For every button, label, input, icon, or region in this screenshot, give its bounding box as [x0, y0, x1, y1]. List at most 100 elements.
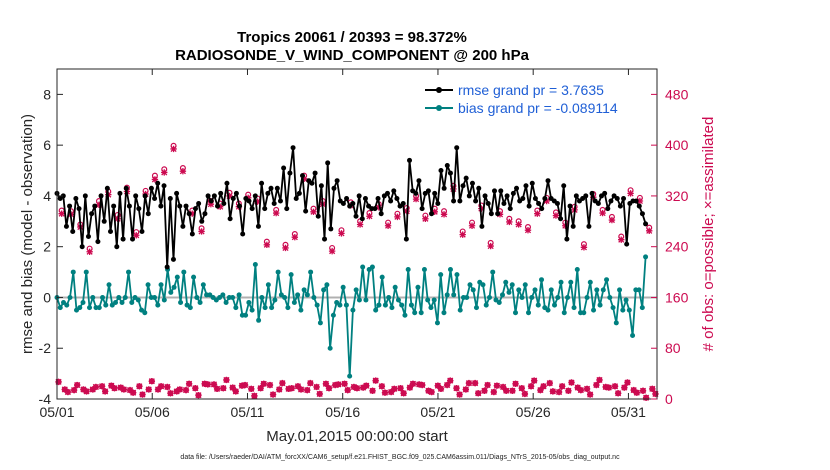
rmse-marker: [482, 193, 488, 199]
obs-assimilated-marker: [360, 384, 367, 391]
obs-assimilated-marker: [509, 387, 516, 394]
obs-assimilated-marker: [450, 185, 457, 193]
bias-marker: [252, 261, 258, 267]
obs-assimilated-marker: [434, 382, 442, 389]
bias-marker: [581, 310, 587, 316]
obs-assimilated-marker: [549, 388, 557, 395]
bias-marker: [408, 302, 414, 308]
obs-assimilated-marker: [652, 390, 659, 398]
obs-assimilated-marker: [406, 384, 414, 391]
rmse-marker: [429, 211, 435, 217]
obs-assimilated-marker: [241, 381, 249, 389]
rmse-marker: [542, 195, 548, 201]
rmse-marker: [70, 228, 76, 234]
obs-assimilated-marker: [627, 190, 634, 197]
rmse-marker: [284, 206, 290, 212]
obs-assimilated-marker: [288, 385, 295, 392]
chart-subtitle: RADIOSONDE_V_WIND_COMPONENT @ 200 hPa: [175, 47, 530, 64]
rmse-marker: [643, 221, 649, 227]
rmse-marker: [617, 203, 623, 209]
rmse-marker: [136, 206, 142, 212]
rmse-marker: [221, 201, 227, 207]
obs-assimilated-marker: [431, 208, 438, 215]
bias-marker: [288, 272, 294, 278]
rmse-marker: [460, 183, 466, 189]
rmse-marker: [463, 175, 469, 181]
obs-assimilated-marker: [428, 388, 435, 396]
rmse-marker: [589, 190, 595, 196]
bias-marker: [103, 302, 109, 308]
obs-assimilated-marker: [192, 385, 199, 392]
obs-assimilated-marker: [167, 390, 174, 397]
obs-assimilated-marker: [276, 386, 283, 393]
rmse-marker: [400, 201, 406, 207]
bias-marker: [197, 300, 203, 306]
bias-marker: [568, 279, 574, 285]
rmse-marker: [303, 208, 309, 214]
bias-marker: [70, 269, 76, 275]
rmse-marker: [362, 195, 368, 201]
bias-marker: [613, 320, 619, 326]
rmse-marker: [353, 213, 359, 219]
bias-marker: [191, 274, 197, 280]
obs-assimilated-marker: [534, 210, 541, 217]
rmse-marker: [98, 193, 104, 199]
obs-assimilated-marker: [611, 383, 619, 390]
series-marker-layer: [54, 145, 649, 379]
bias-marker: [506, 289, 512, 295]
obs-assimilated-marker: [552, 212, 560, 219]
rmse-marker: [476, 185, 482, 191]
obs-assimilated-marker: [531, 377, 538, 384]
bias-marker: [604, 277, 610, 283]
bias-marker: [529, 294, 535, 300]
obs-assimilated-marker: [260, 380, 267, 387]
obs-assimilated-marker: [86, 248, 93, 255]
rmse-marker: [561, 183, 567, 189]
obs-assimilated-marker: [80, 386, 87, 393]
rmse-marker: [205, 193, 211, 199]
bias-marker: [486, 294, 492, 300]
bias-marker: [57, 305, 63, 311]
obs-assimilated-marker: [409, 380, 417, 387]
x-tick-label: 05/06: [135, 404, 170, 420]
rmse-marker: [602, 190, 608, 196]
obs-assimilated-marker: [120, 386, 128, 393]
rmse-marker: [514, 185, 520, 191]
bias-marker: [623, 297, 629, 303]
rmse-marker: [183, 203, 189, 209]
obs-count-layer: [55, 142, 659, 401]
bias-marker: [636, 287, 642, 293]
obs-assimilated-marker: [338, 230, 345, 237]
bias-marker: [285, 305, 291, 311]
bias-marker: [444, 292, 450, 298]
bias-marker: [106, 282, 112, 288]
obs-assimilated-marker: [642, 394, 650, 401]
bias-marker: [552, 302, 558, 308]
obs-assimilated-marker: [540, 383, 547, 390]
obs-assimilated-marker: [108, 382, 115, 389]
rmse-marker: [95, 239, 101, 245]
obs-assimilated-marker: [521, 390, 529, 398]
bias-marker: [499, 292, 505, 298]
rmse-marker: [441, 185, 447, 191]
rmse-marker: [73, 195, 79, 201]
bias-marker: [509, 282, 515, 288]
obs-assimilated-marker: [344, 386, 351, 394]
obs-assimilated-marker: [89, 386, 96, 393]
bias-marker: [314, 302, 320, 308]
rmse-marker: [554, 201, 560, 207]
obs-assimilated-marker: [307, 379, 314, 387]
rmse-marker: [174, 190, 180, 196]
y-tick-label: 8: [43, 86, 51, 102]
y-axis-right-label: # of obs: o=possible; ×=assimilated: [700, 117, 717, 352]
rmse-marker: [322, 236, 328, 242]
bias-marker: [126, 269, 132, 275]
rmse-marker: [293, 195, 299, 201]
rmse-marker: [117, 190, 123, 196]
bias-marker: [473, 305, 479, 311]
obs-assimilated-marker: [117, 384, 124, 391]
bias-marker: [379, 274, 385, 280]
rmse-marker: [67, 203, 73, 209]
rmse-marker: [208, 198, 214, 204]
rmse-marker: [495, 211, 501, 217]
